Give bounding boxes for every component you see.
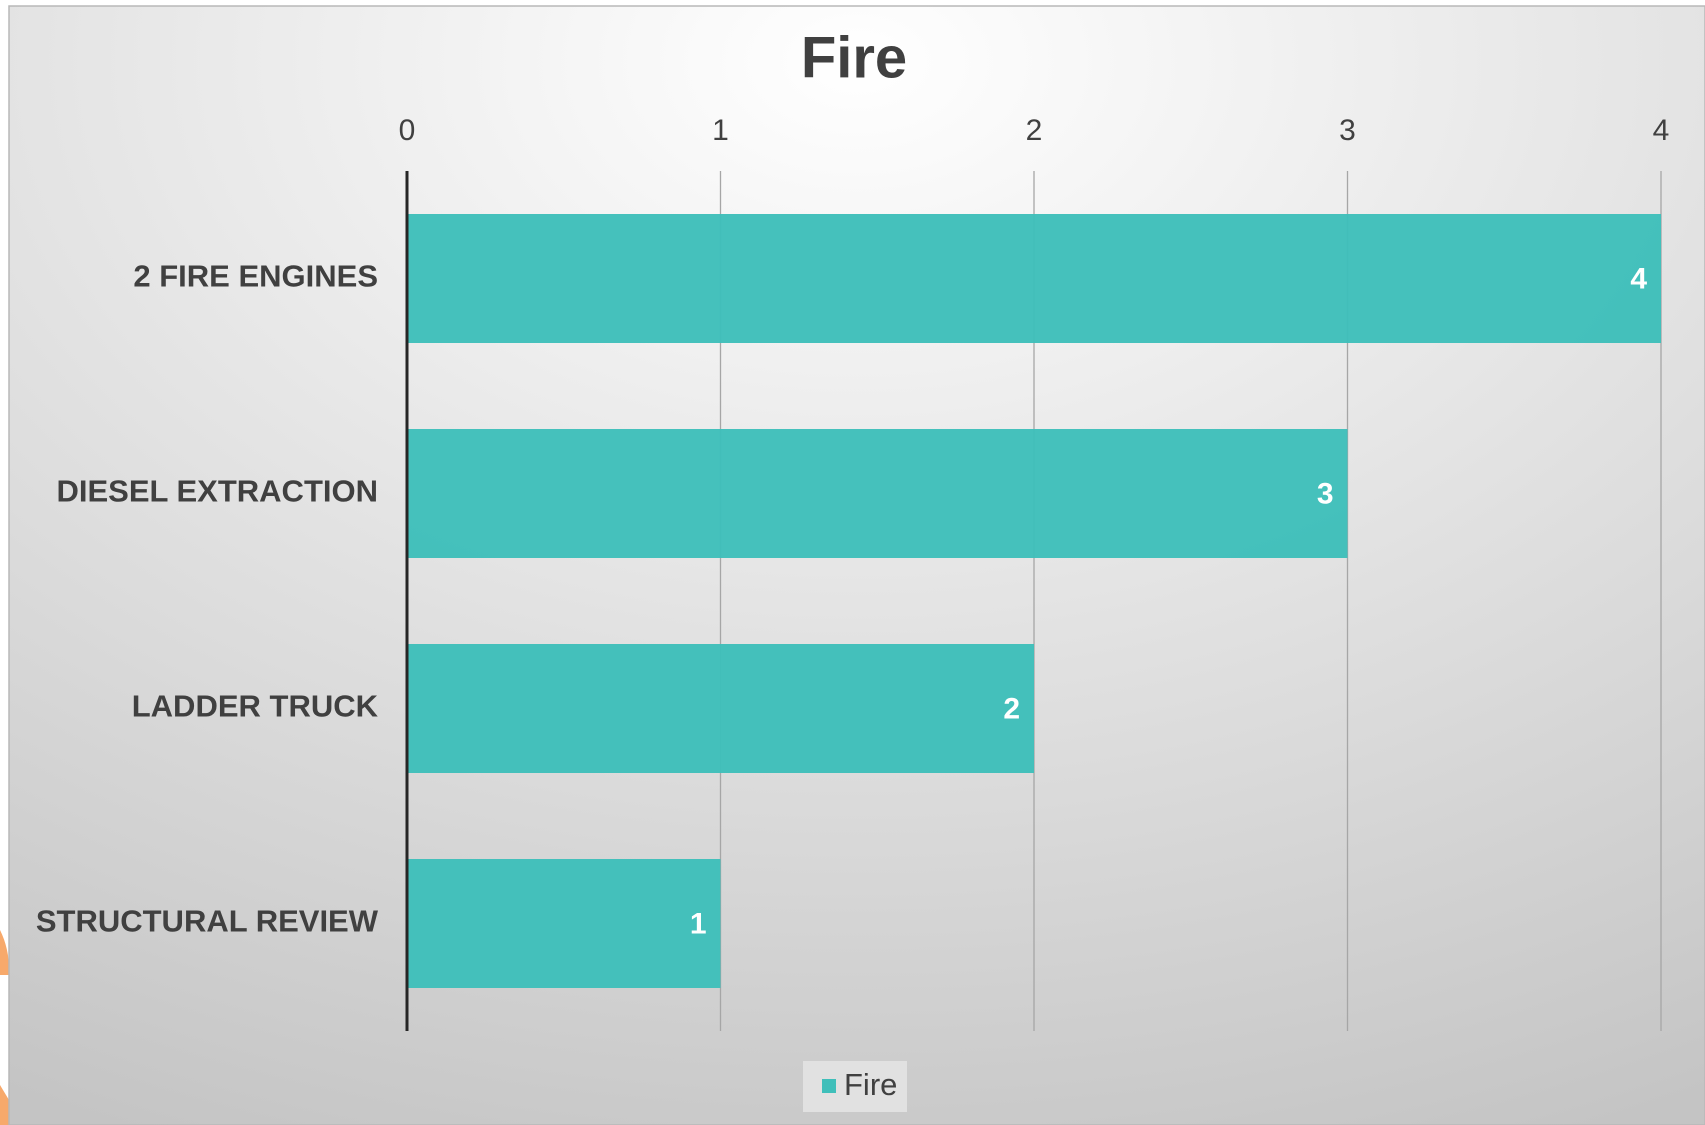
y-tick-label: STRUCTURAL REVIEW <box>36 904 379 939</box>
bar <box>407 859 721 988</box>
plot-area: 0 1 2 3 4 2 FIRE ENGINES DIESEL EXTRACTION LADD… <box>36 114 1670 1112</box>
bar <box>407 644 1034 773</box>
x-tick-label: 3 <box>1339 114 1356 147</box>
decoration <box>0 930 10 1125</box>
data-label: 3 <box>1317 477 1334 510</box>
legend-swatch <box>822 1079 836 1093</box>
x-tick-label: 0 <box>399 114 416 147</box>
chart-area <box>8 5 1705 1125</box>
data-label: 1 <box>690 907 707 940</box>
bar <box>407 429 1348 558</box>
legend-box <box>803 1061 907 1112</box>
legend: Fire <box>803 1061 907 1112</box>
x-tick-label: 1 <box>712 114 729 147</box>
data-label: 2 <box>1003 692 1020 725</box>
x-tick-label: 2 <box>1026 114 1043 147</box>
legend-label: Fire <box>844 1067 897 1102</box>
y-tick-label: DIESEL EXTRACTION <box>56 474 378 509</box>
bar <box>407 214 1661 343</box>
chart-title: Fire <box>801 25 907 90</box>
x-tick-label: 4 <box>1653 114 1670 147</box>
data-label: 4 <box>1630 262 1647 295</box>
y-tick-label: 2 FIRE ENGINES <box>133 259 378 294</box>
y-tick-label: LADDER TRUCK <box>132 689 379 724</box>
